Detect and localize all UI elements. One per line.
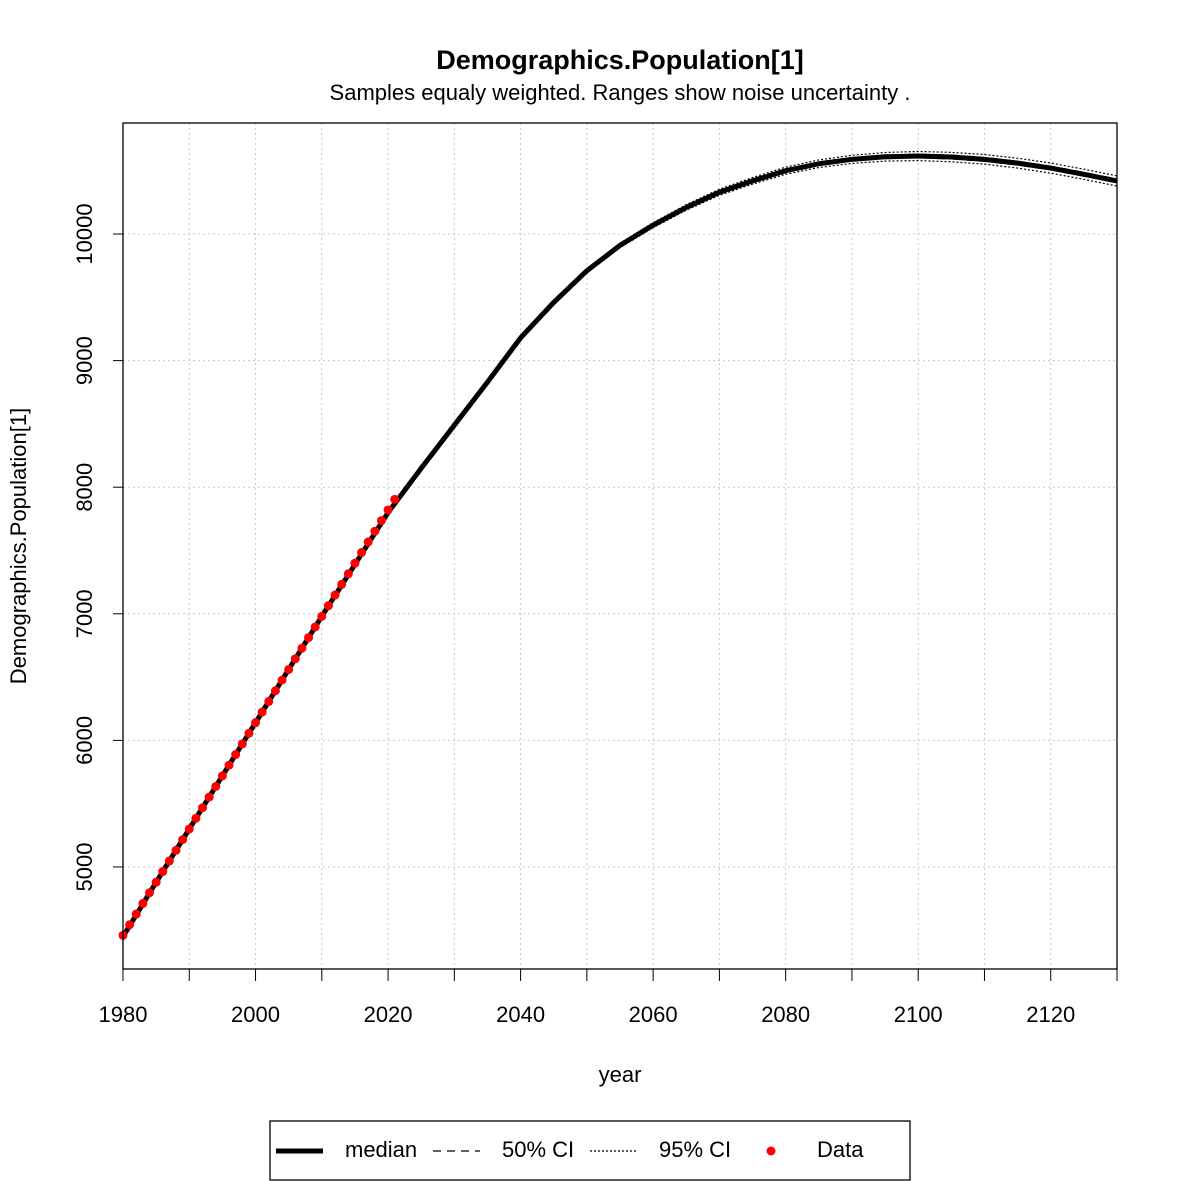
y-axis-label: Demographics.Population[1]	[6, 408, 31, 684]
data-point	[277, 675, 287, 685]
data-point	[343, 569, 353, 579]
data-point	[264, 696, 274, 706]
data-point	[231, 750, 241, 760]
data-point	[198, 803, 208, 813]
data-point	[317, 611, 327, 621]
x-tick-label: 2040	[496, 1002, 545, 1027]
x-tick-label: 2120	[1026, 1002, 1075, 1027]
legend-label: Data	[817, 1137, 864, 1162]
data-point	[171, 845, 181, 855]
plot-frame	[122, 122, 1118, 970]
data-point	[138, 898, 148, 908]
data-point	[151, 877, 161, 887]
y-tick-label: 10000	[72, 203, 97, 264]
data-point	[184, 824, 194, 834]
data-point	[363, 537, 373, 547]
data-point	[357, 548, 367, 558]
data-point	[158, 867, 168, 877]
x-tick-label: 2000	[231, 1002, 280, 1027]
y-tick-label: 6000	[72, 716, 97, 765]
data-point	[330, 590, 340, 600]
data-point	[217, 771, 227, 781]
series-line	[122, 160, 1118, 938]
data-point	[237, 739, 247, 749]
series-line	[122, 157, 1118, 938]
legend-swatch	[766, 1146, 776, 1156]
data-point	[350, 558, 360, 568]
x-tick-label: 2060	[629, 1002, 678, 1027]
data-point	[204, 792, 214, 802]
y-tick-label: 8000	[72, 463, 97, 512]
data-point	[224, 760, 234, 770]
data-point	[257, 707, 267, 717]
data-point	[370, 526, 380, 536]
y-tick-label: 7000	[72, 589, 97, 638]
data-point	[383, 505, 393, 515]
data-point	[145, 888, 155, 898]
y-tick-label: 5000	[72, 842, 97, 891]
data-point	[251, 718, 261, 728]
data-point	[284, 664, 294, 674]
x-tick-label: 2020	[364, 1002, 413, 1027]
data-point	[178, 835, 188, 845]
data-point	[390, 494, 400, 504]
data-point	[376, 516, 386, 526]
chart-title: Demographics.Population[1]	[436, 45, 804, 75]
data-point	[211, 781, 221, 791]
x-tick-label: 2100	[894, 1002, 943, 1027]
x-tick-label: 2080	[761, 1002, 810, 1027]
data-point	[290, 654, 300, 664]
data-point	[270, 686, 280, 696]
series-line	[122, 153, 1118, 937]
x-tick-label: 1980	[99, 1002, 148, 1027]
data-point	[304, 633, 314, 643]
series-line	[122, 150, 1118, 937]
legend-label: 50% CI	[502, 1137, 574, 1162]
data-point	[164, 856, 174, 866]
data-point	[191, 813, 201, 823]
data-point	[337, 579, 347, 589]
y-tick-label: 9000	[72, 336, 97, 385]
x-axis-label: year	[599, 1062, 642, 1087]
data-point	[125, 920, 135, 930]
data-point	[310, 622, 320, 632]
legend-label: median	[345, 1137, 417, 1162]
data-point	[297, 643, 307, 653]
data-point	[131, 909, 141, 919]
chart-subtitle: Samples equaly weighted. Ranges show noi…	[330, 80, 911, 105]
data-point	[323, 601, 333, 611]
data-point	[244, 728, 254, 738]
legend-label: 95% CI	[659, 1137, 731, 1162]
series-line	[120, 153, 1118, 938]
